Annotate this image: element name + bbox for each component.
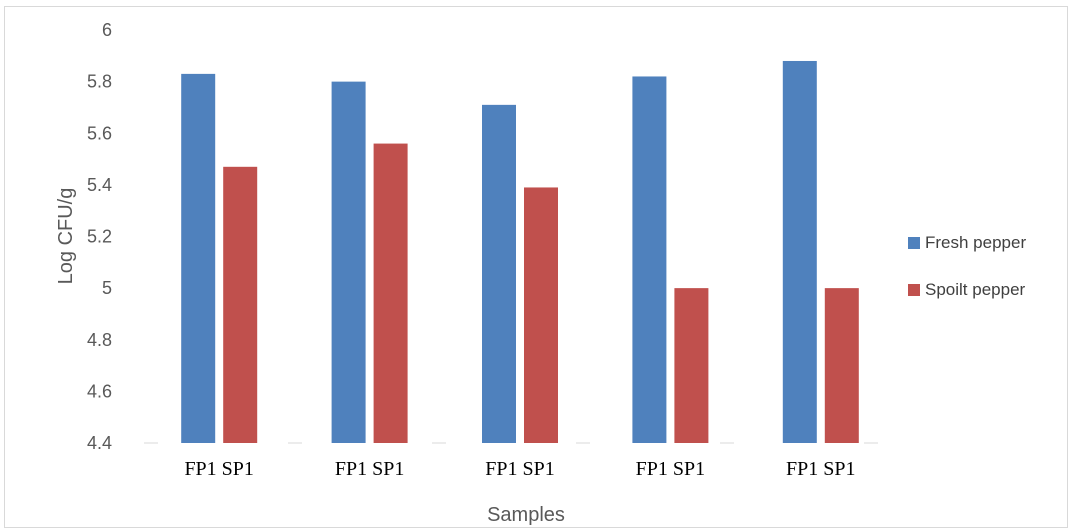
bar-spoilt-pepper: [223, 166, 258, 443]
bar-fresh-pepper: [782, 60, 817, 443]
bar-spoilt-pepper: [373, 143, 408, 443]
x-category-label: FP1 SP1: [636, 458, 706, 480]
legend: Fresh pepper Spoilt pepper: [908, 233, 1026, 299]
bar-fresh-pepper: [181, 73, 216, 443]
y-tick-label: 4.4: [87, 433, 112, 453]
legend-swatch: [908, 237, 920, 249]
bar-fresh-pepper: [632, 76, 667, 444]
y-tick-label: 5.2: [87, 227, 112, 247]
x-category-label: FP1 SP1: [335, 458, 405, 480]
y-tick-label: 4.6: [87, 381, 112, 401]
y-axis-ticks: 4.4 4.6 4.8 5 5.2 5.4 5.6 5.8 6: [87, 20, 112, 453]
x-category-label: FP1 SP1: [184, 458, 254, 480]
y-axis-title: Log CFU/g: [55, 188, 77, 285]
legend-label: Fresh pepper: [925, 233, 1026, 252]
x-axis-title: Samples: [487, 504, 565, 526]
legend-label: Spoilt pepper: [925, 280, 1026, 299]
x-category-label: FP1 SP1: [485, 458, 555, 480]
legend-swatch: [908, 284, 920, 296]
y-tick-label: 4.8: [87, 330, 112, 350]
y-tick-label: 5: [102, 278, 112, 298]
y-tick-label: 5.4: [87, 175, 112, 195]
bar-fresh-pepper: [482, 104, 516, 443]
bar-fresh-pepper: [331, 81, 366, 443]
y-tick-label: 5.8: [87, 72, 112, 92]
bar-spoilt-pepper: [524, 187, 558, 443]
bar-spoilt-pepper: [824, 288, 859, 443]
y-tick-label: 6: [102, 20, 112, 40]
x-axis-categories: FP1 SP1 FP1 SP1 FP1 SP1 FP1 SP1 FP1 SP1: [184, 458, 855, 480]
y-tick-label: 5.6: [87, 123, 112, 143]
bars: [181, 60, 859, 444]
bar-spoilt-pepper: [674, 288, 709, 443]
x-category-label: FP1 SP1: [786, 458, 856, 480]
